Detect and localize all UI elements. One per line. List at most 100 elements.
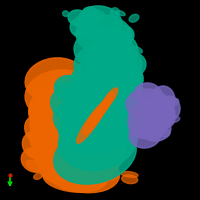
- Ellipse shape: [87, 103, 101, 112]
- Ellipse shape: [129, 122, 161, 148]
- Ellipse shape: [29, 98, 67, 132]
- Ellipse shape: [135, 100, 175, 130]
- Ellipse shape: [168, 117, 180, 123]
- Ellipse shape: [25, 70, 95, 120]
- Ellipse shape: [54, 75, 90, 105]
- Ellipse shape: [103, 87, 137, 109]
- Ellipse shape: [126, 102, 140, 111]
- Ellipse shape: [132, 76, 140, 82]
- Ellipse shape: [107, 75, 117, 82]
- Ellipse shape: [107, 66, 143, 94]
- Ellipse shape: [144, 114, 152, 121]
- Ellipse shape: [53, 101, 97, 139]
- Ellipse shape: [25, 114, 59, 146]
- Ellipse shape: [134, 83, 162, 107]
- Ellipse shape: [82, 78, 95, 84]
- Ellipse shape: [43, 111, 55, 120]
- Ellipse shape: [30, 113, 110, 167]
- Ellipse shape: [63, 138, 71, 144]
- Ellipse shape: [74, 28, 138, 72]
- Ellipse shape: [89, 123, 100, 131]
- Ellipse shape: [143, 119, 171, 141]
- Ellipse shape: [87, 95, 103, 103]
- Ellipse shape: [95, 129, 105, 139]
- Ellipse shape: [121, 171, 138, 177]
- Ellipse shape: [56, 82, 70, 89]
- Ellipse shape: [88, 124, 128, 152]
- Ellipse shape: [89, 97, 111, 127]
- Ellipse shape: [160, 96, 180, 120]
- Ellipse shape: [78, 123, 90, 131]
- Ellipse shape: [81, 98, 129, 126]
- Ellipse shape: [43, 164, 107, 192]
- Ellipse shape: [55, 115, 68, 124]
- Ellipse shape: [91, 143, 108, 153]
- Ellipse shape: [75, 103, 88, 111]
- Ellipse shape: [132, 111, 168, 139]
- Ellipse shape: [114, 52, 146, 78]
- Ellipse shape: [75, 31, 84, 36]
- Ellipse shape: [133, 47, 142, 53]
- Ellipse shape: [38, 155, 82, 185]
- Ellipse shape: [74, 42, 142, 88]
- Ellipse shape: [116, 10, 125, 16]
- Ellipse shape: [33, 130, 117, 180]
- Ellipse shape: [40, 147, 120, 193]
- Ellipse shape: [33, 148, 46, 158]
- Ellipse shape: [68, 119, 102, 141]
- Ellipse shape: [158, 129, 170, 137]
- Ellipse shape: [68, 94, 83, 102]
- Ellipse shape: [55, 153, 70, 164]
- Ellipse shape: [88, 10, 105, 20]
- Ellipse shape: [58, 109, 138, 171]
- Ellipse shape: [71, 55, 143, 105]
- Ellipse shape: [92, 137, 106, 145]
- Ellipse shape: [75, 112, 105, 132]
- Ellipse shape: [118, 115, 126, 124]
- Ellipse shape: [21, 148, 49, 172]
- Ellipse shape: [152, 106, 164, 116]
- Ellipse shape: [147, 133, 154, 141]
- Ellipse shape: [77, 107, 103, 143]
- Ellipse shape: [136, 93, 150, 102]
- Ellipse shape: [102, 88, 118, 108]
- Ellipse shape: [119, 86, 131, 92]
- Ellipse shape: [63, 163, 113, 187]
- Ellipse shape: [87, 97, 101, 106]
- Ellipse shape: [94, 77, 105, 85]
- Ellipse shape: [26, 160, 42, 172]
- Ellipse shape: [30, 97, 106, 153]
- Ellipse shape: [71, 117, 86, 122]
- Ellipse shape: [132, 85, 142, 93]
- Ellipse shape: [63, 83, 143, 137]
- Ellipse shape: [89, 115, 103, 125]
- Ellipse shape: [51, 88, 89, 122]
- Ellipse shape: [83, 101, 107, 135]
- Ellipse shape: [61, 98, 75, 107]
- Ellipse shape: [94, 94, 108, 104]
- Ellipse shape: [85, 19, 101, 25]
- Ellipse shape: [84, 52, 97, 62]
- Ellipse shape: [67, 69, 143, 121]
- Ellipse shape: [76, 107, 100, 123]
- Ellipse shape: [110, 8, 119, 17]
- Ellipse shape: [86, 31, 99, 41]
- Ellipse shape: [89, 89, 104, 95]
- Ellipse shape: [60, 116, 68, 124]
- Ellipse shape: [117, 104, 124, 111]
- Ellipse shape: [94, 122, 101, 129]
- Ellipse shape: [108, 175, 118, 180]
- Ellipse shape: [29, 148, 37, 156]
- Ellipse shape: [34, 160, 41, 165]
- Ellipse shape: [106, 38, 134, 62]
- Ellipse shape: [22, 131, 54, 159]
- Ellipse shape: [128, 102, 156, 138]
- Ellipse shape: [149, 130, 161, 139]
- Ellipse shape: [62, 147, 118, 183]
- Ellipse shape: [75, 142, 125, 174]
- Ellipse shape: [58, 96, 142, 154]
- Ellipse shape: [112, 105, 125, 113]
- Ellipse shape: [54, 169, 69, 175]
- Ellipse shape: [96, 93, 114, 117]
- Ellipse shape: [157, 120, 171, 126]
